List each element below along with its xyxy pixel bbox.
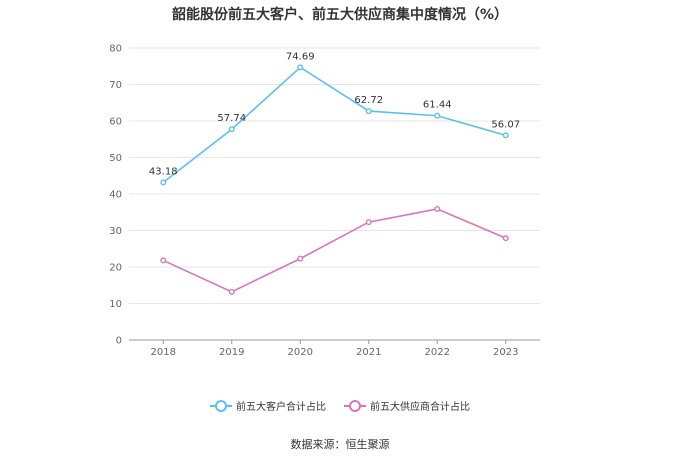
data-point[interactable] (434, 112, 441, 119)
legend-label-customers: 前五大客户合计占比 (236, 402, 326, 413)
x-tick-label: 2019 (219, 347, 244, 358)
gridlines (129, 47, 540, 304)
data-point[interactable] (502, 132, 509, 139)
data-label: 61.44 (423, 100, 452, 111)
data-point[interactable] (365, 108, 372, 115)
x-tick-label: 2020 (288, 347, 313, 358)
data-source: 数据来源：恒生聚源 (290, 438, 390, 451)
data-point[interactable] (297, 255, 304, 262)
series-group: 43.18 57.74 74.69 62.72 61.44 56.07 (149, 51, 520, 295)
data-label: 57.74 (217, 113, 246, 124)
x-tick-label: 2018 (151, 347, 176, 358)
legend-marker-suppliers-icon (344, 399, 366, 412)
y-tick-label: 60 (109, 117, 122, 128)
legend-label-suppliers: 前五大供应商合计占比 (370, 402, 470, 413)
data-point[interactable] (228, 126, 235, 133)
data-label: 56.07 (491, 119, 520, 130)
series-line-1 (162, 208, 507, 293)
series-line-0 (162, 66, 506, 184)
y-tick-label: 30 (109, 226, 122, 237)
y-tick-label: 80 (109, 44, 122, 55)
x-tick-label: 2022 (425, 347, 450, 358)
data-label: 74.69 (286, 51, 315, 62)
data-label: 43.18 (149, 166, 178, 177)
data-point[interactable] (434, 205, 441, 212)
y-tick-label: 70 (109, 80, 122, 91)
data-label: 62.72 (354, 95, 383, 106)
y-tick-label: 50 (109, 153, 122, 164)
x-axis-ticks: 2018 2019 2020 2021 2022 2023 (151, 340, 518, 358)
legend-item-suppliers[interactable]: 前五大供应商合计占比 (344, 398, 470, 413)
y-tick-label: 0 (116, 336, 122, 347)
legend: 前五大客户合计占比 前五大供应商合计占比 (0, 398, 680, 413)
y-axis-ticks: 0 10 20 30 40 50 60 70 80 (109, 44, 122, 347)
data-point[interactable] (160, 179, 167, 186)
legend-marker-customers-icon (210, 399, 232, 412)
data-point[interactable] (160, 257, 167, 264)
y-tick-label: 40 (109, 190, 122, 201)
x-tick-label: 2021 (356, 347, 381, 358)
legend-item-customers[interactable]: 前五大客户合计占比 (210, 398, 326, 413)
data-point[interactable] (502, 235, 509, 242)
x-tick-label: 2023 (493, 347, 518, 358)
data-point[interactable] (365, 219, 372, 226)
chart-title: 韶能股份前五大客户、前五大供应商集中度情况（%） (171, 7, 509, 23)
data-point[interactable] (228, 288, 235, 295)
y-tick-label: 20 (109, 263, 122, 274)
y-tick-label: 10 (109, 299, 122, 310)
data-point[interactable] (297, 64, 304, 71)
